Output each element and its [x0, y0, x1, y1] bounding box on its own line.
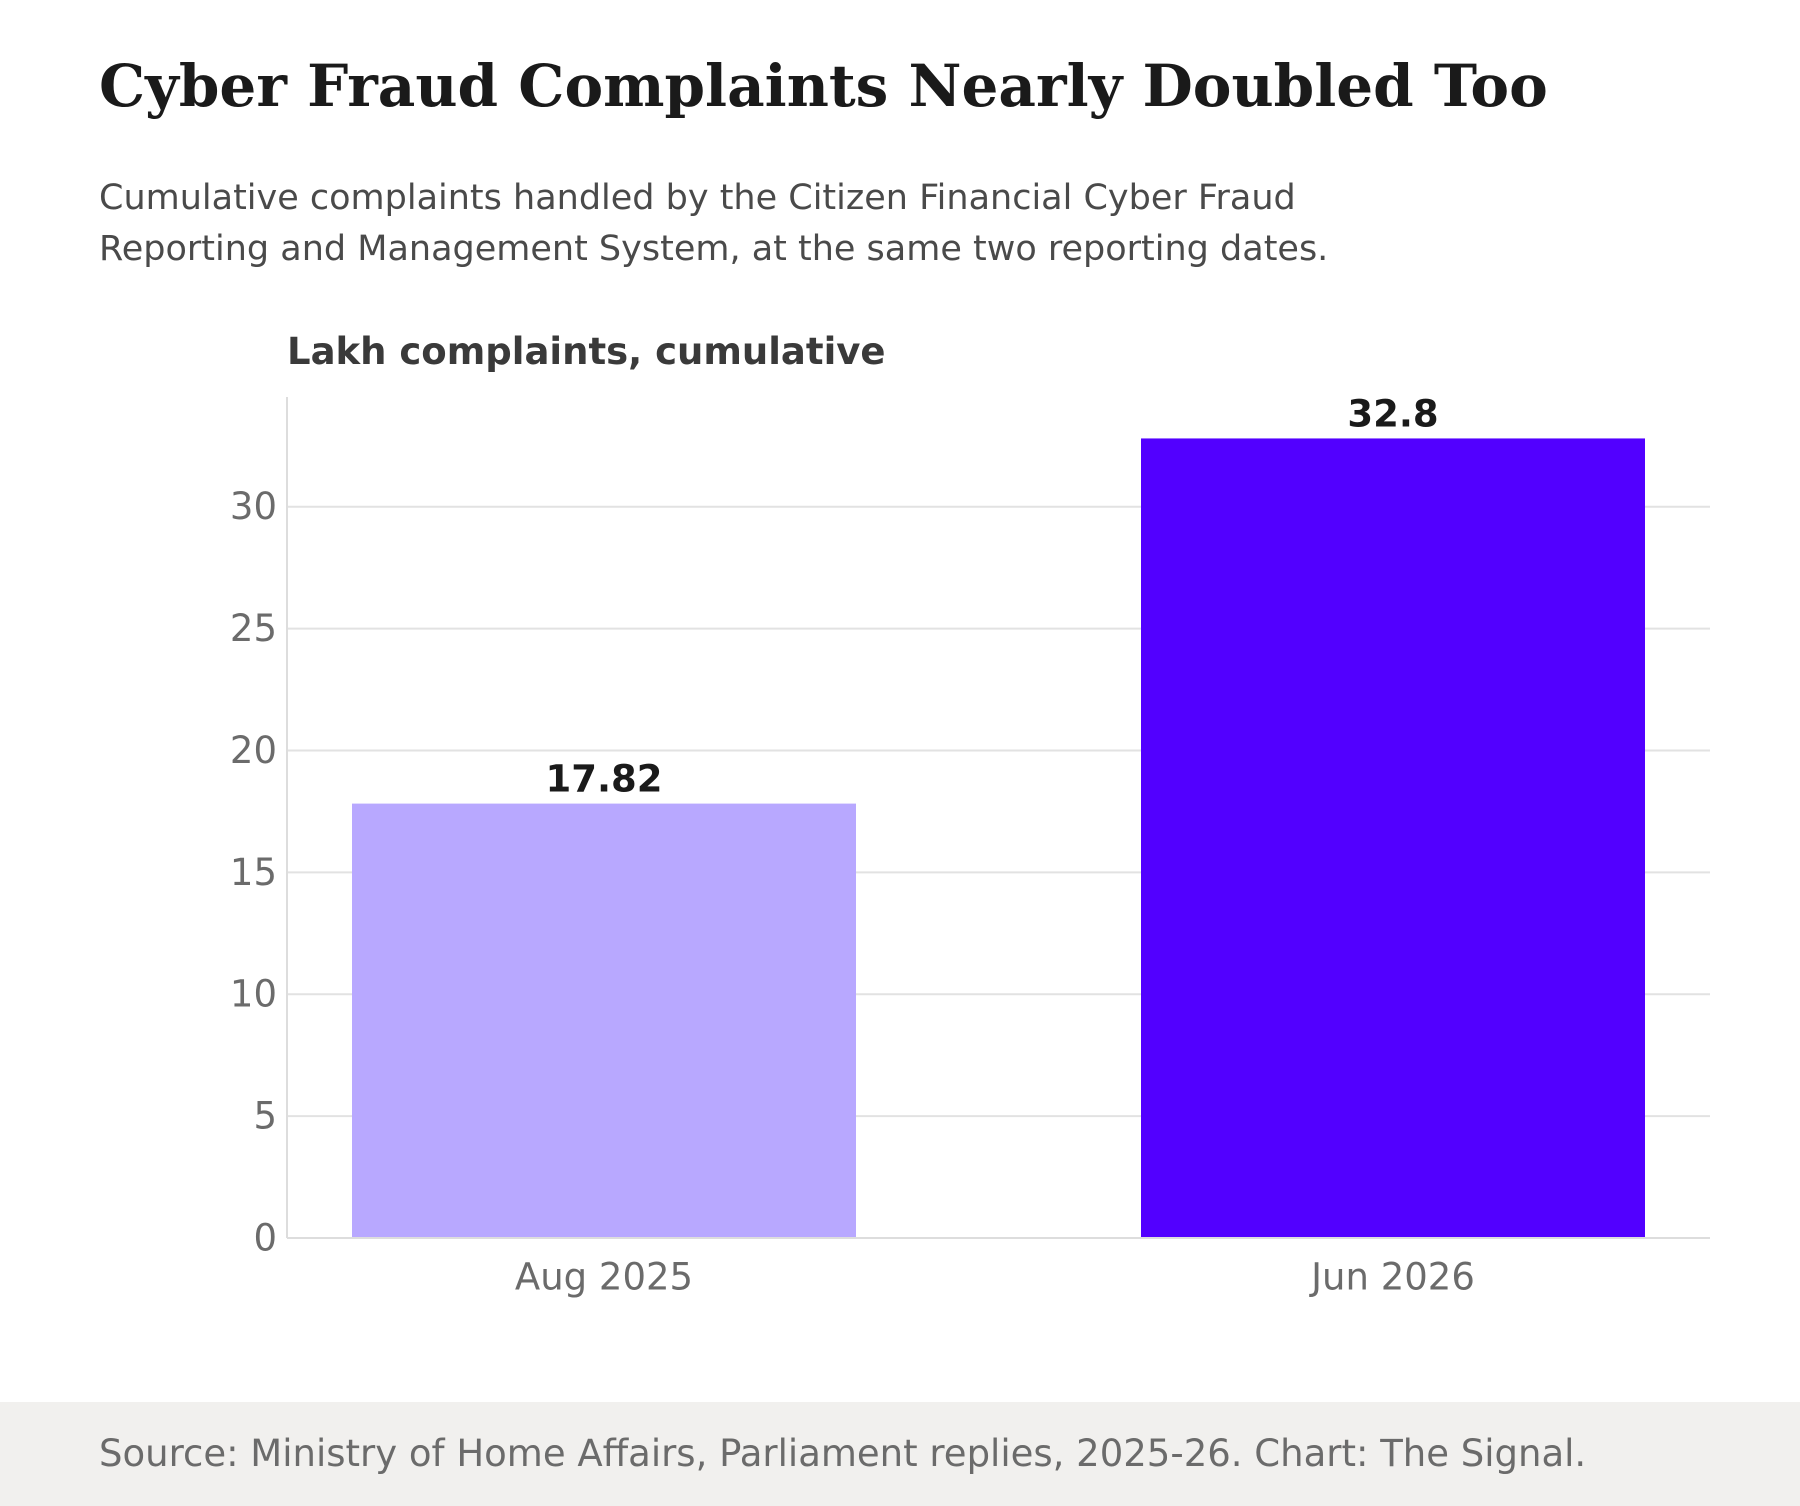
chart-subtitle: Cumulative complaints handled by the Cit…	[99, 173, 1519, 275]
source-note: Source: Ministry of Home Affairs, Parlia…	[99, 1432, 1587, 1475]
y-axis-title: Lakh complaints, cumulative	[287, 330, 886, 373]
axes	[286, 397, 1710, 1239]
y-tick-label: 5	[253, 1095, 277, 1138]
value-label: 32.8	[1347, 392, 1438, 435]
bar-1	[352, 803, 856, 1238]
subtitle-line-1: Cumulative complaints handled by the Cit…	[99, 178, 1296, 218]
y-tick-label: 25	[230, 607, 277, 650]
y-tick-label: 20	[230, 729, 277, 772]
tick-labels: 0 5 10 15 20 25 30 Aug 2025 Jun 2026	[230, 485, 1475, 1298]
bars	[352, 438, 1645, 1239]
chart-title: Cyber Fraud Complaints Nearly Doubled To…	[99, 52, 1548, 120]
y-tick-label: 30	[230, 485, 277, 528]
bar-2	[1141, 438, 1645, 1239]
y-tick-label: 15	[230, 851, 277, 894]
x-tick-label: Jun 2026	[1309, 1256, 1475, 1299]
subtitle-line-2: Reporting and Management System, at the …	[99, 229, 1329, 269]
value-label: 17.82	[545, 758, 662, 801]
y-tick-label: 10	[230, 973, 277, 1016]
x-tick-label: Aug 2025	[515, 1256, 693, 1299]
value-labels: 17.82 32.8	[545, 392, 1438, 800]
bar-chart: 0 5 10 15 20 25 30 Aug 2025 Jun 2026 17.82 32.8 L…	[230, 330, 1710, 1299]
y-tick-label: 0	[253, 1217, 277, 1260]
footer: Source: Ministry of Home Affairs, Parlia…	[0, 1402, 1800, 1506]
